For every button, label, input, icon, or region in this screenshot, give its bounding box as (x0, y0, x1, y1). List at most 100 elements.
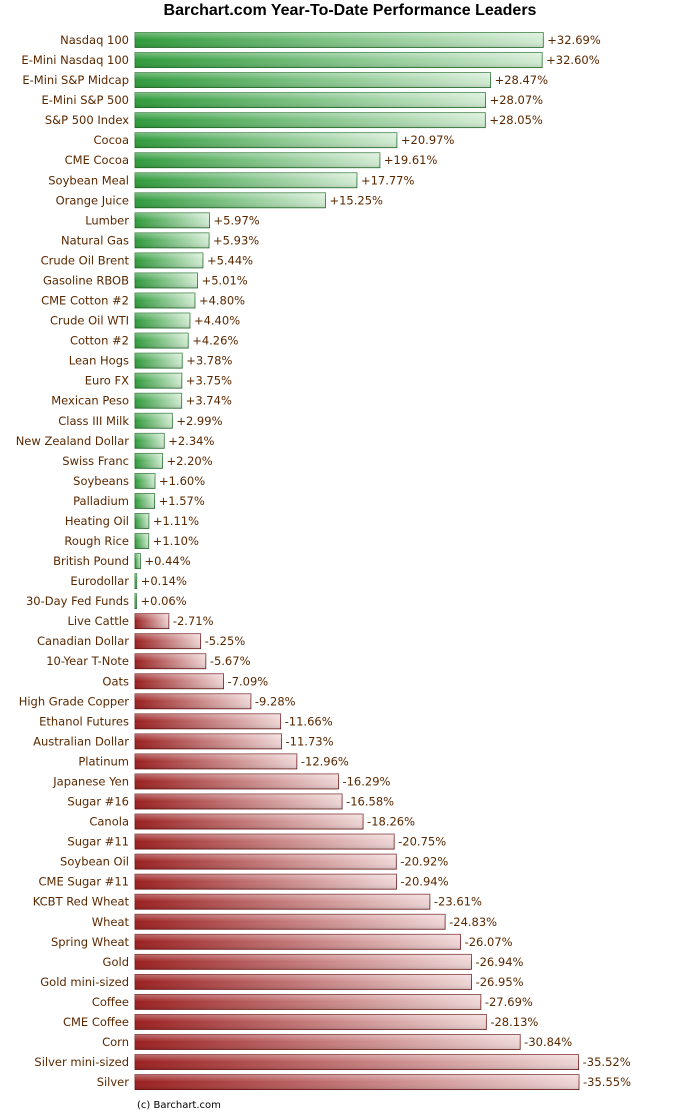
bar-highlight (135, 593, 137, 609)
category-label: 30-Day Fed Funds (26, 594, 129, 608)
category-label: E-Mini S&P 500 (42, 93, 129, 107)
category-label: Swiss Franc (62, 454, 129, 468)
bar-highlight (135, 272, 198, 288)
bar-highlight (135, 52, 543, 68)
value-label: +5.93% (213, 233, 259, 247)
chart-title: Barchart.com Year-To-Date Performance Le… (163, 2, 537, 19)
value-label: +3.75% (186, 374, 232, 388)
category-label: CME Sugar #11 (39, 875, 129, 889)
value-label: -24.83% (449, 915, 497, 929)
category-label: Rough Rice (64, 534, 129, 548)
bar-highlight (135, 112, 486, 128)
bar-highlight (135, 72, 491, 88)
bar-highlight (135, 653, 206, 669)
category-label: Gasoline RBOB (43, 273, 129, 287)
category-label: S&P 500 Index (45, 113, 129, 127)
bar-highlight (135, 473, 155, 489)
bar-highlight (135, 333, 189, 349)
bar-highlight (135, 313, 190, 329)
bar-highlight (135, 393, 182, 409)
category-label: Euro FX (85, 374, 129, 388)
bar-highlight (135, 252, 203, 268)
value-label: +1.11% (153, 514, 199, 528)
value-label: -5.67% (210, 654, 251, 668)
category-label: 10-Year T-Note (46, 654, 129, 668)
category-label: Ethanol Futures (39, 714, 129, 728)
bar-highlight (135, 1074, 579, 1090)
category-label: CME Coffee (63, 1015, 129, 1029)
value-label: -20.92% (400, 855, 448, 869)
value-label: -11.66% (285, 714, 333, 728)
bars-layer: Nasdaq 100 +32.69% E-Mini Nasdaq 100 +32.60… (16, 32, 631, 1090)
bar-highlight (135, 954, 472, 970)
value-label: +17.77% (361, 173, 415, 187)
value-label: +3.74% (186, 394, 232, 408)
value-label: -5.25% (205, 634, 246, 648)
bar-highlight (135, 693, 251, 709)
bar-highlight (135, 212, 210, 228)
bar-highlight (135, 92, 486, 108)
category-label: Natural Gas (61, 233, 129, 247)
category-label: Coffee (92, 995, 129, 1009)
category-label: Heating Oil (65, 514, 129, 528)
category-label: Gold (103, 955, 129, 969)
bar-highlight (135, 773, 339, 789)
category-label: Gold mini-sized (40, 975, 129, 989)
category-label: Class III Milk (58, 414, 129, 428)
value-label: +15.25% (329, 193, 383, 207)
value-label: -26.07% (465, 935, 513, 949)
category-label: Oats (102, 674, 129, 688)
value-label: -2.71% (173, 614, 214, 628)
bar-highlight (135, 753, 297, 769)
category-label: High Grade Copper (19, 694, 130, 708)
category-label: E-Mini Nasdaq 100 (21, 53, 129, 67)
category-label: Soybean Oil (60, 855, 129, 869)
bar-highlight (135, 613, 169, 629)
value-label: -11.73% (286, 734, 334, 748)
category-label: Palladium (73, 494, 129, 508)
bar-highlight (135, 433, 165, 449)
value-label: +32.69% (547, 33, 601, 47)
category-label: CME Cotton #2 (41, 294, 129, 308)
bar-highlight (135, 673, 224, 689)
category-label: Japanese Yen (52, 774, 129, 788)
bar-highlight (135, 533, 149, 549)
value-label: +4.26% (192, 334, 238, 348)
bar-highlight (135, 834, 395, 850)
bar-highlight (135, 934, 461, 950)
category-label: Crude Oil Brent (41, 253, 130, 267)
value-label: +28.47% (495, 73, 549, 87)
value-label: +0.14% (141, 574, 187, 588)
category-label: Corn (102, 1035, 129, 1049)
category-label: Cotton #2 (70, 334, 129, 348)
value-label: +4.40% (194, 314, 240, 328)
bar-highlight (135, 32, 544, 48)
value-label: +2.99% (176, 414, 222, 428)
value-label: +1.60% (159, 474, 205, 488)
value-label: -12.96% (301, 754, 349, 768)
bar-highlight (135, 453, 163, 469)
value-label: -26.95% (476, 975, 524, 989)
value-label: -35.52% (583, 1055, 631, 1069)
category-label: Wheat (92, 915, 130, 929)
bar-highlight (135, 373, 182, 389)
category-label: Soybean Meal (48, 173, 129, 187)
category-label: Sugar #16 (67, 795, 129, 809)
value-label: +19.61% (384, 153, 438, 167)
value-label: -26.94% (475, 955, 523, 969)
value-label: -20.75% (398, 835, 446, 849)
value-label: +2.34% (168, 434, 214, 448)
bar-highlight (135, 854, 397, 870)
category-label: British Pound (53, 554, 129, 568)
value-label: -28.13% (490, 1015, 538, 1029)
value-label: -16.29% (342, 774, 390, 788)
category-label: Soybeans (73, 474, 129, 488)
bar-highlight (135, 974, 472, 990)
category-label: Sugar #11 (67, 835, 129, 849)
value-label: -30.84% (524, 1035, 572, 1049)
category-label: E-Mini S&P Midcap (22, 73, 129, 87)
category-label: Australian Dollar (33, 734, 129, 748)
copyright-credit: (c) Barchart.com (137, 1100, 221, 1111)
bar-highlight (135, 633, 201, 649)
